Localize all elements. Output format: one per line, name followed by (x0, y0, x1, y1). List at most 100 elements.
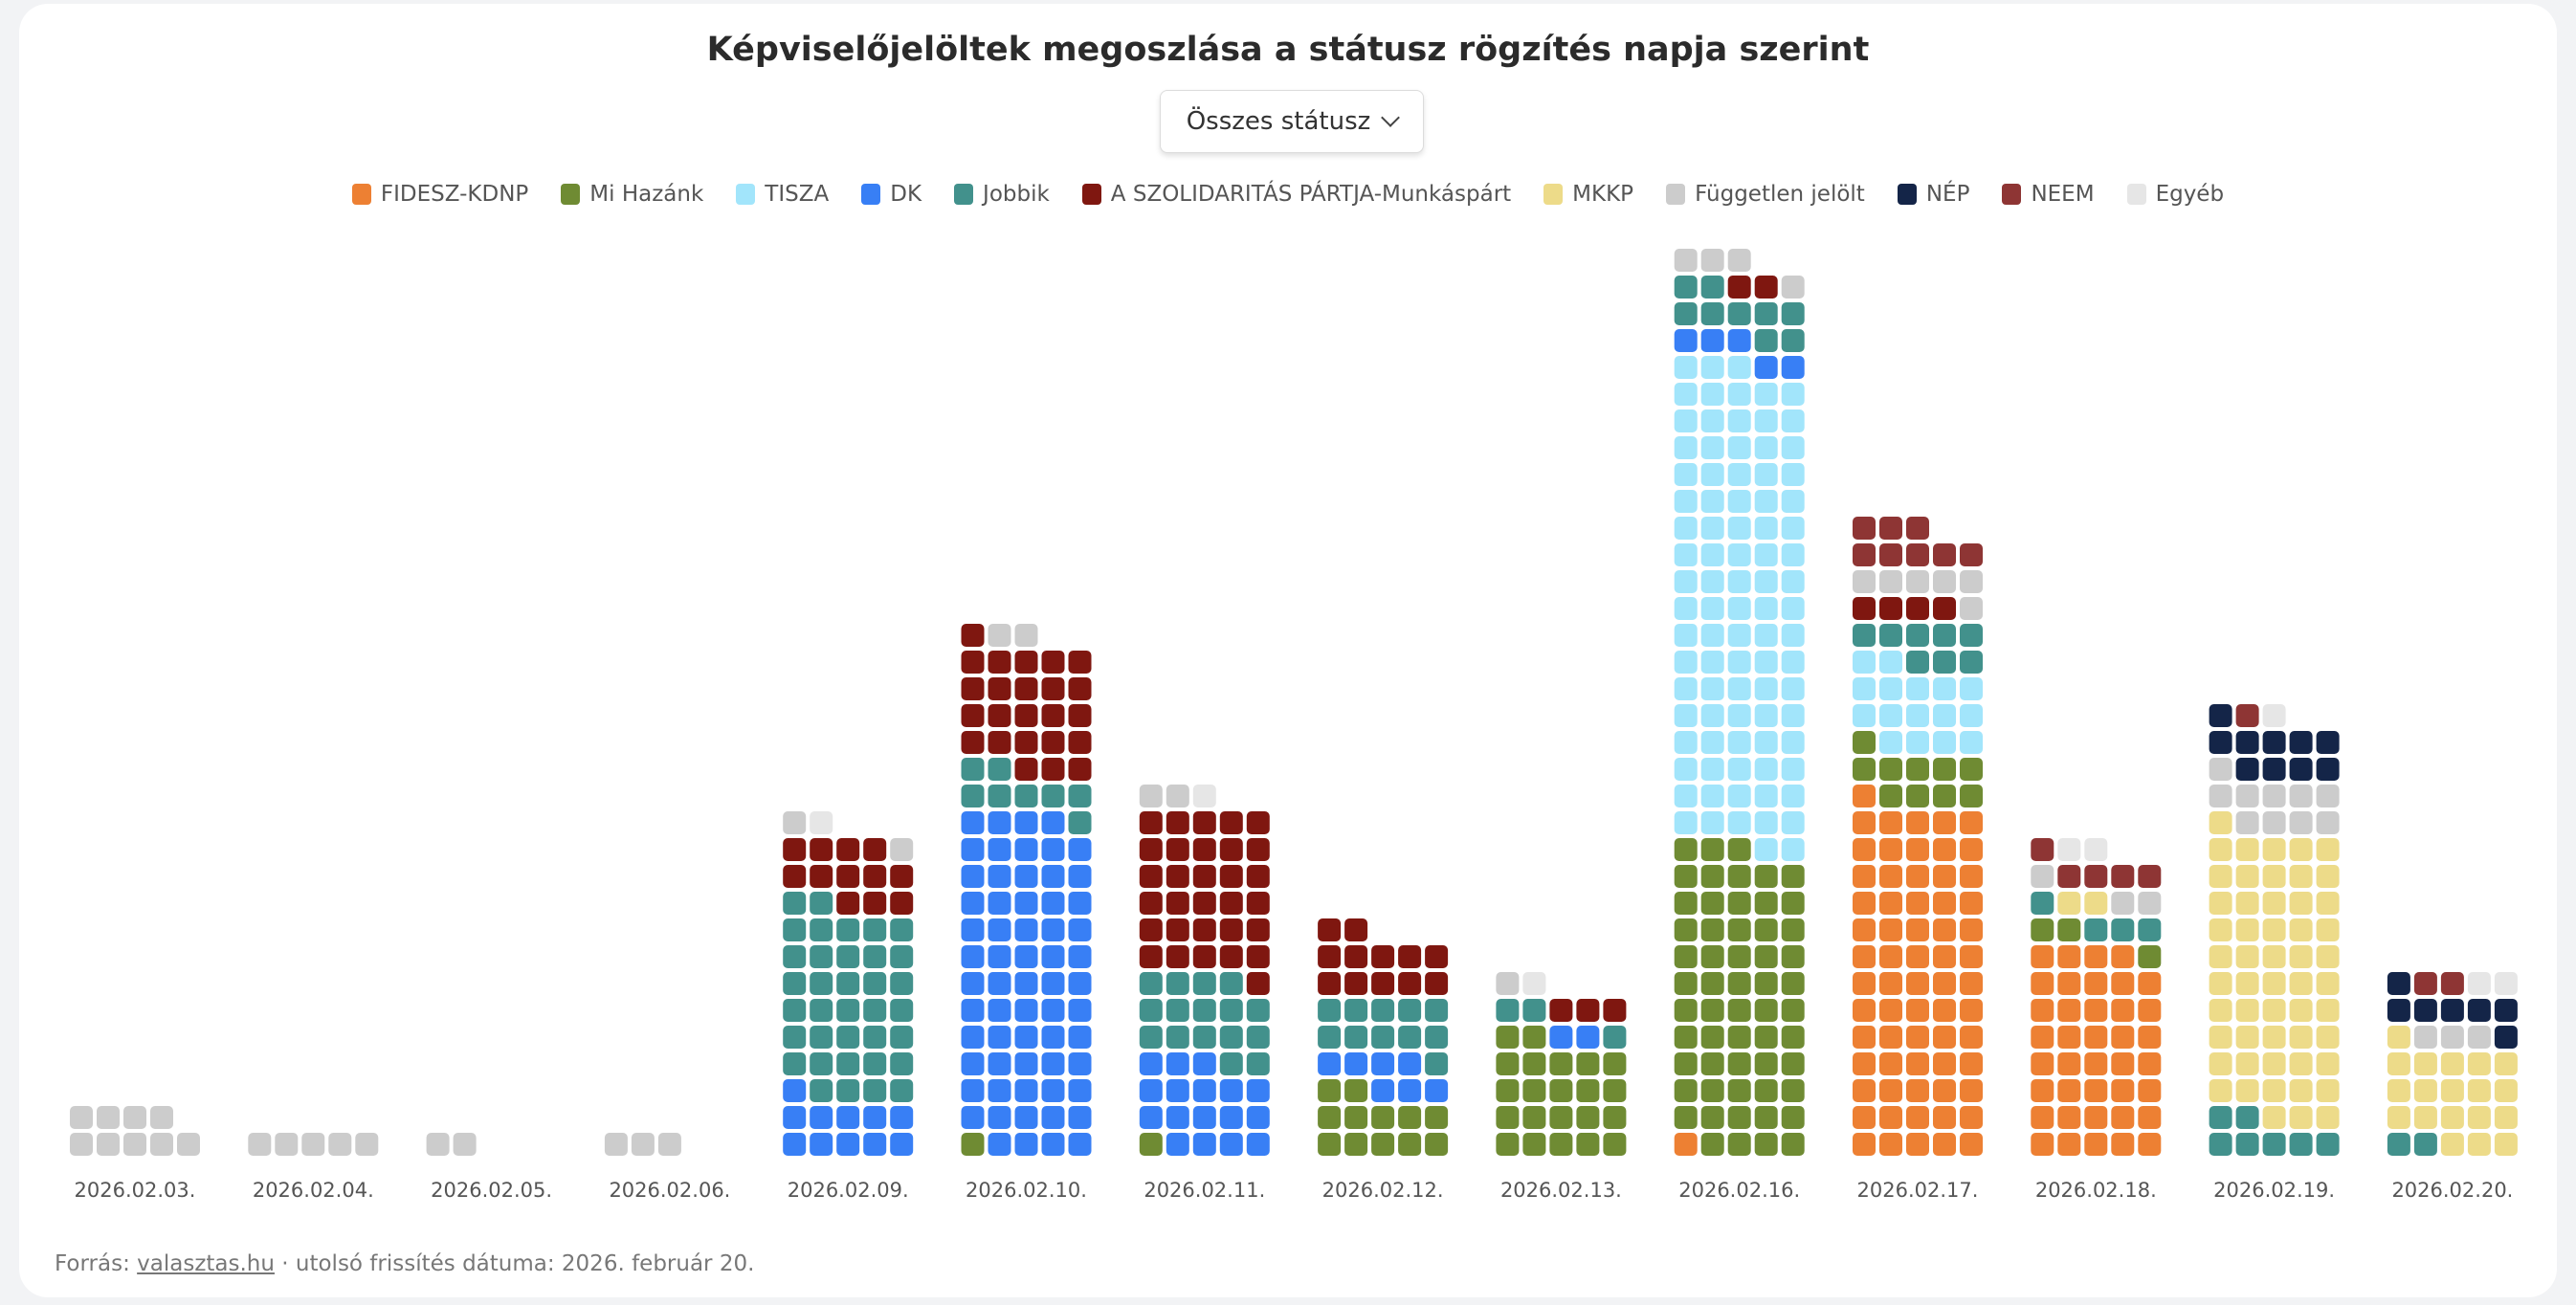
source-link[interactable]: valasztas.hu (137, 1251, 275, 1276)
waffle-cell-TISZA[interactable] (1754, 651, 1778, 674)
waffle-cell-FIDESZ-KDNP[interactable] (1960, 1133, 1983, 1156)
waffle-cell-DK[interactable] (1014, 1106, 1038, 1129)
waffle-cell-TISZA[interactable] (1781, 490, 1805, 513)
waffle-cell-DK[interactable] (988, 838, 1011, 861)
waffle-cell-FIDESZ-KDNP[interactable] (2031, 1079, 2054, 1102)
waffle-cell-A SZOLIDARITÁS PÁRTJA-Munkáspárt[interactable] (1068, 758, 1092, 781)
waffle-cell-Mi Hazánk[interactable] (1781, 1133, 1805, 1156)
waffle-cell-DK[interactable] (1398, 1052, 1422, 1075)
waffle-cell-DK[interactable] (783, 1079, 807, 1102)
waffle-cell-Mi Hazánk[interactable] (1496, 1026, 1520, 1049)
waffle-cell-A SZOLIDARITÁS PÁRTJA-Munkáspárt[interactable] (988, 731, 1011, 754)
waffle-cell-DK[interactable] (1041, 1133, 1065, 1156)
waffle-cell-Független jelölt[interactable] (2316, 811, 2340, 834)
waffle-cell-TISZA[interactable] (1727, 409, 1751, 432)
waffle-cell-DK[interactable] (1041, 999, 1065, 1022)
waffle-cell-MKKP[interactable] (2235, 1052, 2259, 1075)
waffle-cell-TISZA[interactable] (1674, 704, 1698, 727)
waffle-cell-DK[interactable] (1041, 811, 1065, 834)
waffle-cell-Mi Hazánk[interactable] (1674, 1079, 1698, 1102)
waffle-cell-TISZA[interactable] (1674, 463, 1698, 486)
waffle-cell-MKKP[interactable] (2387, 1106, 2410, 1129)
waffle-cell-Mi Hazánk[interactable] (1576, 1079, 1600, 1102)
waffle-cell-FIDESZ-KDNP[interactable] (2057, 945, 2081, 968)
waffle-cell-Független jelölt[interactable] (70, 1106, 93, 1129)
waffle-cell-A SZOLIDARITÁS PÁRTJA-Munkáspárt[interactable] (1219, 865, 1243, 888)
waffle-cell-TISZA[interactable] (1674, 785, 1698, 807)
waffle-cell-A SZOLIDARITÁS PÁRTJA-Munkáspárt[interactable] (1041, 651, 1065, 674)
waffle-cell-FIDESZ-KDNP[interactable] (2111, 1106, 2135, 1129)
waffle-cell-MKKP[interactable] (2316, 945, 2340, 968)
waffle-cell-FIDESZ-KDNP[interactable] (1879, 1133, 1902, 1156)
waffle-cell-DK[interactable] (1068, 1079, 1092, 1102)
waffle-cell-Jobbik[interactable] (1754, 302, 1778, 325)
waffle-cell-A SZOLIDARITÁS PÁRTJA-Munkáspárt[interactable] (1041, 731, 1065, 754)
waffle-cell-Független jelölt[interactable] (123, 1133, 146, 1156)
legend-item[interactable]: Mi Hazánk (561, 182, 703, 207)
waffle-cell-FIDESZ-KDNP[interactable] (1960, 865, 1983, 888)
legend-item[interactable]: NÉP (1897, 182, 1969, 207)
waffle-cell-A SZOLIDARITÁS PÁRTJA-Munkáspárt[interactable] (1139, 918, 1163, 941)
waffle-cell-FIDESZ-KDNP[interactable] (1853, 892, 1876, 915)
waffle-cell-TISZA[interactable] (1727, 436, 1751, 459)
waffle-cell-DK[interactable] (1166, 1052, 1189, 1075)
waffle-cell-MKKP[interactable] (2262, 1052, 2286, 1075)
waffle-cell-MKKP[interactable] (2209, 838, 2232, 861)
status-filter-dropdown[interactable]: Összes státusz (1160, 90, 1424, 153)
waffle-cell-DK[interactable] (1014, 811, 1038, 834)
waffle-cell-Jobbik[interactable] (890, 918, 914, 941)
waffle-cell-A SZOLIDARITÁS PÁRTJA-Munkáspárt[interactable] (1192, 945, 1216, 968)
waffle-cell-Mi Hazánk[interactable] (1576, 1052, 1600, 1075)
waffle-cell-Független jelölt[interactable] (1879, 570, 1902, 593)
waffle-cell-DK[interactable] (1041, 892, 1065, 915)
waffle-cell-FIDESZ-KDNP[interactable] (1933, 838, 1956, 861)
waffle-cell-A SZOLIDARITÁS PÁRTJA-Munkáspárt[interactable] (1853, 597, 1876, 620)
waffle-cell-MKKP[interactable] (2262, 838, 2286, 861)
waffle-cell-FIDESZ-KDNP[interactable] (2084, 1026, 2108, 1049)
waffle-cell-Független jelölt[interactable] (1139, 785, 1163, 807)
waffle-cell-Mi Hazánk[interactable] (1576, 1133, 1600, 1156)
waffle-cell-Jobbik[interactable] (890, 1026, 914, 1049)
waffle-cell-Független jelölt[interactable] (70, 1133, 93, 1156)
waffle-cell-DK[interactable] (1014, 892, 1038, 915)
waffle-cell-FIDESZ-KDNP[interactable] (1906, 1026, 1929, 1049)
waffle-cell-TISZA[interactable] (1727, 731, 1751, 754)
waffle-cell-Mi Hazánk[interactable] (1754, 1106, 1778, 1129)
waffle-cell-DK[interactable] (1192, 1106, 1216, 1129)
waffle-cell-MKKP[interactable] (2289, 1079, 2313, 1102)
waffle-cell-A SZOLIDARITÁS PÁRTJA-Munkáspárt[interactable] (1754, 276, 1778, 299)
waffle-cell-TISZA[interactable] (1727, 624, 1751, 647)
waffle-cell-A SZOLIDARITÁS PÁRTJA-Munkáspárt[interactable] (890, 865, 914, 888)
waffle-cell-FIDESZ-KDNP[interactable] (1879, 865, 1902, 888)
waffle-cell-MKKP[interactable] (2209, 972, 2232, 995)
waffle-cell-DK[interactable] (1781, 356, 1805, 379)
waffle-cell-TISZA[interactable] (1781, 463, 1805, 486)
waffle-cell-A SZOLIDARITÁS PÁRTJA-Munkáspárt[interactable] (1603, 999, 1627, 1022)
waffle-cell-Mi Hazánk[interactable] (1398, 1106, 1422, 1129)
waffle-cell-DK[interactable] (1068, 838, 1092, 861)
waffle-cell-DK[interactable] (1219, 1106, 1243, 1129)
waffle-cell-DK[interactable] (1068, 918, 1092, 941)
waffle-cell-FIDESZ-KDNP[interactable] (1853, 865, 1876, 888)
waffle-cell-TISZA[interactable] (1781, 624, 1805, 647)
waffle-cell-DK[interactable] (1192, 1052, 1216, 1075)
waffle-cell-Jobbik[interactable] (2111, 918, 2135, 941)
waffle-cell-FIDESZ-KDNP[interactable] (1933, 865, 1956, 888)
waffle-cell-Mi Hazánk[interactable] (1496, 1079, 1520, 1102)
waffle-cell-Jobbik[interactable] (1906, 651, 1929, 674)
waffle-cell-NEEM[interactable] (2057, 865, 2081, 888)
waffle-cell-DK[interactable] (890, 1133, 914, 1156)
waffle-cell-FIDESZ-KDNP[interactable] (1853, 811, 1876, 834)
waffle-cell-TISZA[interactable] (1700, 677, 1724, 700)
waffle-cell-Jobbik[interactable] (836, 945, 860, 968)
waffle-cell-FIDESZ-KDNP[interactable] (2057, 999, 2081, 1022)
waffle-cell-Mi Hazánk[interactable] (1700, 838, 1724, 861)
waffle-cell-Jobbik[interactable] (1781, 302, 1805, 325)
waffle-cell-FIDESZ-KDNP[interactable] (1879, 918, 1902, 941)
waffle-cell-Mi Hazánk[interactable] (1549, 1079, 1573, 1102)
waffle-cell-MKKP[interactable] (2494, 1106, 2518, 1129)
waffle-cell-DK[interactable] (1041, 918, 1065, 941)
waffle-cell-A SZOLIDARITÁS PÁRTJA-Munkáspárt[interactable] (1068, 651, 1092, 674)
waffle-cell-DK[interactable] (783, 1106, 807, 1129)
waffle-cell-Egyéb[interactable] (810, 811, 833, 834)
